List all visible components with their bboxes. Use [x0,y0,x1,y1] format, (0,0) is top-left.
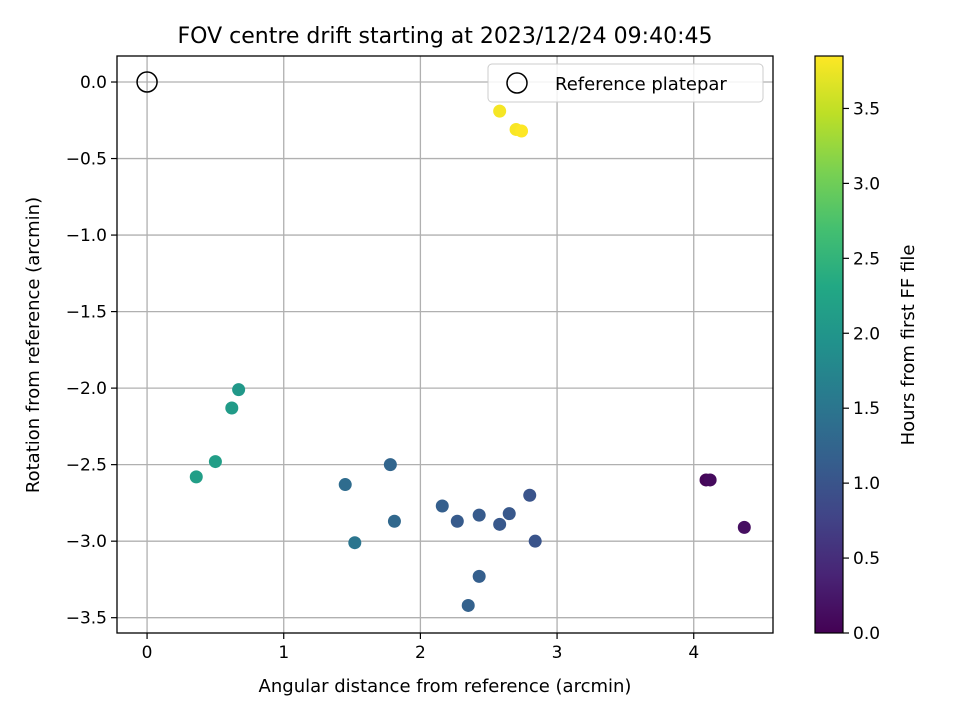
data-point [493,517,507,531]
data-point [232,383,246,397]
y-tick-label: −3.5 [66,609,107,629]
data-point [225,401,239,415]
y-tick-label: −3.0 [66,532,107,552]
legend-reference-marker [506,72,528,94]
x-axis-ticks: 0 1 2 3 4 [142,633,699,663]
data-point [737,520,751,534]
y-tick-label: −2.0 [66,379,107,399]
x-tick-label: 4 [688,643,699,663]
x-tick-label: 2 [415,643,426,663]
colorbar-tick-label: 2.0 [853,324,880,344]
y-axis-label: Rotation from reference (arcmin) [23,197,44,493]
x-tick-label: 0 [142,643,153,663]
legend-frame [487,63,764,103]
data-points [136,71,751,612]
data-point [450,514,464,528]
plot-area-frame [116,55,774,634]
data-point [208,455,222,469]
colorbar-label: Hours from first FF file [898,245,919,446]
grid [117,56,773,633]
data-point [528,534,542,548]
x-axis-label: Angular distance from reference (arcmin) [259,676,632,697]
x-tick-label: 1 [278,643,289,663]
y-tick-label: −0.5 [66,150,107,170]
data-point [348,536,362,550]
data-point [472,508,486,522]
x-tick-label: 3 [552,643,563,663]
colorbar-tick-label: 3.0 [853,174,880,194]
data-point [502,507,516,521]
y-tick-label: −1.0 [66,226,107,246]
colorbar-tick-label: 2.5 [853,249,880,269]
data-point [703,473,717,487]
colorbar-tick-label: 1.5 [853,399,880,419]
colorbar-tick-label: 1.0 [853,474,880,494]
chart-title: FOV centre drift starting at 2023/12/24 … [178,24,713,49]
y-tick-label: −2.5 [66,456,107,476]
y-tick-label: 0.0 [80,73,107,93]
data-point [493,104,507,118]
y-tick-label: −1.5 [66,303,107,323]
colorbar-tick-label: 3.5 [853,99,880,119]
data-point [523,488,537,502]
colorbar: 0.0 0.5 1.0 1.5 2.0 2.5 3.0 3.5 Hours from firs… [814,55,919,644]
legend: Reference platepar [487,63,764,103]
data-point [338,478,352,492]
colorbar-tick-label: 0.0 [853,624,880,644]
data-point [461,598,475,612]
data-point [435,499,449,513]
data-point [472,569,486,583]
reference-point-marker [136,71,158,93]
colorbar-gradient [814,55,844,634]
colorbar-tick-label: 0.5 [853,549,880,569]
data-point [387,514,401,528]
y-axis-ticks: 0.0 −0.5 −1.0 −1.5 −2.0 −2.5 −3.0 −3.5 [66,73,117,629]
data-point [189,470,203,484]
legend-reference-label: Reference platepar [555,74,727,95]
colorbar-ticks: 0.0 0.5 1.0 1.5 2.0 2.5 3.0 3.5 [843,99,880,644]
data-point [515,124,529,138]
data-point [383,458,397,472]
